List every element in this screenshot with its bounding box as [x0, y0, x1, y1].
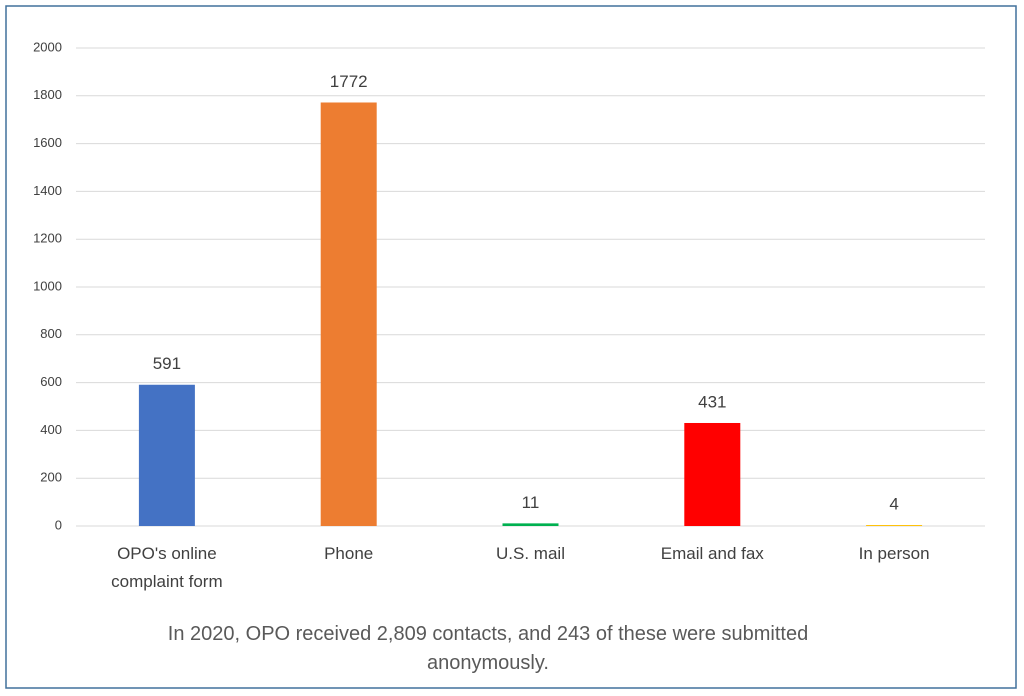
y-tick-label: 1800 — [33, 87, 62, 102]
y-tick-label: 0 — [55, 517, 62, 532]
x-tick-label: Email and fax — [660, 544, 764, 563]
x-tick-label: U.S. mail — [496, 544, 565, 563]
caption: In 2020, OPO received 2,809 contacts, an… — [167, 623, 809, 674]
bar — [866, 525, 923, 526]
y-tick-label: 200 — [40, 470, 62, 485]
y-tick-label: 2000 — [33, 39, 62, 54]
y-tick-label: 400 — [40, 422, 62, 437]
data-label: 4 — [889, 495, 898, 514]
frame — [5, 5, 1017, 689]
x-tick-label: OPO's online complaint form — [111, 544, 223, 591]
y-tick-label: 1200 — [33, 231, 62, 246]
y-tick-label: 1600 — [33, 135, 62, 150]
y-tick-label: 600 — [40, 374, 62, 389]
data-label: 1772 — [330, 72, 368, 91]
bar — [684, 422, 741, 526]
y-tick-label: 800 — [40, 326, 62, 341]
bar — [502, 523, 559, 526]
bar — [138, 384, 195, 526]
x-tick-label: In person — [858, 544, 930, 563]
data-label: 591 — [153, 354, 181, 373]
data-label: 11 — [522, 493, 540, 512]
y-tick-label: 1400 — [33, 183, 62, 198]
bar — [320, 102, 377, 526]
data-label: 431 — [698, 392, 726, 411]
y-tick-label: 1000 — [33, 278, 62, 293]
x-tick-label: Phone — [324, 544, 374, 563]
